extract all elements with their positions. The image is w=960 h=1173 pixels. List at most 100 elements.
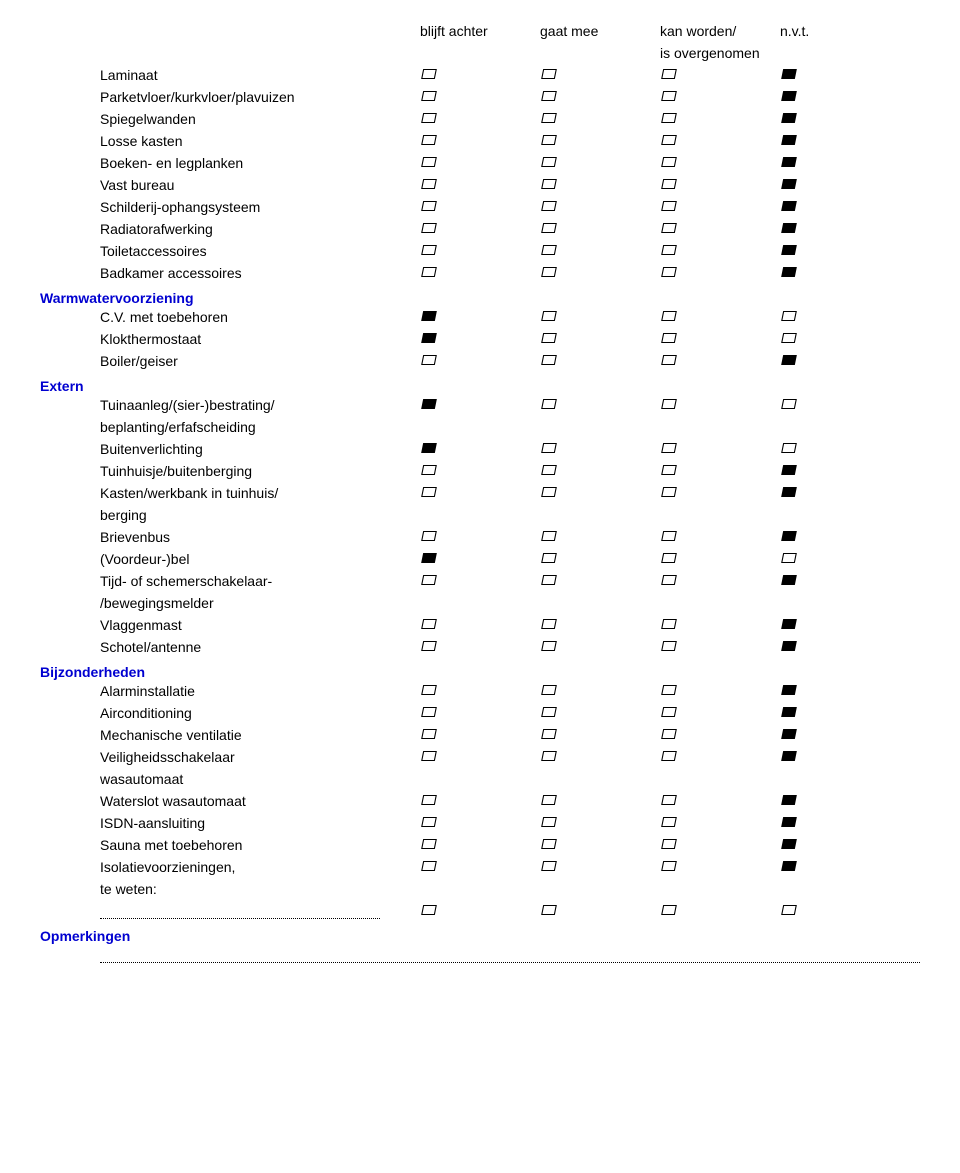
checkbox-cell[interactable] [540,859,660,876]
checkbox-cell[interactable] [660,859,780,876]
checkbox-cell[interactable] [660,441,780,458]
checkbox-cell[interactable] [780,463,900,480]
checkbox-cell[interactable] [660,265,780,282]
checkbox-cell[interactable] [780,639,900,656]
checkbox-cell[interactable] [780,617,900,634]
checkbox-cell[interactable] [540,815,660,832]
checkbox-cell[interactable] [420,551,540,568]
checkbox-cell[interactable] [420,837,540,854]
checkbox-cell[interactable] [660,221,780,238]
checkbox-cell[interactable] [420,749,540,766]
checkbox-cell[interactable] [540,617,660,634]
checkbox-cell[interactable] [780,221,900,238]
checkbox-cell[interactable] [540,529,660,546]
checkbox-cell[interactable] [420,133,540,150]
checkbox-cell[interactable] [540,265,660,282]
checkbox-cell[interactable] [420,485,540,502]
checkbox-cell[interactable] [780,89,900,106]
checkbox-cell[interactable] [540,441,660,458]
checkbox-cell[interactable] [540,177,660,194]
checkbox-cell[interactable] [420,397,540,414]
checkbox-cell[interactable] [540,463,660,480]
checkbox-cell[interactable] [420,309,540,326]
checkbox-cell[interactable] [780,111,900,128]
checkbox-cell[interactable] [420,243,540,260]
checkbox-cell[interactable] [540,155,660,172]
checkbox-cell[interactable] [540,727,660,744]
checkbox-cell[interactable] [420,727,540,744]
checkbox-cell[interactable] [660,199,780,216]
checkbox-cell[interactable] [780,177,900,194]
checkbox-cell[interactable] [780,331,900,348]
checkbox-cell[interactable] [780,903,900,920]
checkbox-cell[interactable] [420,529,540,546]
checkbox-cell[interactable] [660,243,780,260]
checkbox-cell[interactable] [540,133,660,150]
checkbox-cell[interactable] [420,199,540,216]
checkbox-cell[interactable] [420,815,540,832]
checkbox-cell[interactable] [420,89,540,106]
checkbox-cell[interactable] [660,837,780,854]
checkbox-cell[interactable] [780,727,900,744]
checkbox-cell[interactable] [660,903,780,920]
checkbox-cell[interactable] [540,67,660,84]
checkbox-cell[interactable] [780,529,900,546]
checkbox-cell[interactable] [660,705,780,722]
checkbox-cell[interactable] [780,551,900,568]
checkbox-cell[interactable] [780,573,900,590]
checkbox-cell[interactable] [660,67,780,84]
checkbox-cell[interactable] [780,243,900,260]
checkbox-cell[interactable] [420,683,540,700]
checkbox-cell[interactable] [660,485,780,502]
checkbox-cell[interactable] [420,155,540,172]
checkbox-cell[interactable] [540,243,660,260]
checkbox-cell[interactable] [540,573,660,590]
checkbox-cell[interactable] [660,573,780,590]
checkbox-cell[interactable] [780,441,900,458]
checkbox-cell[interactable] [660,463,780,480]
checkbox-cell[interactable] [780,485,900,502]
checkbox-cell[interactable] [660,793,780,810]
checkbox-cell[interactable] [780,749,900,766]
checkbox-cell[interactable] [540,705,660,722]
checkbox-cell[interactable] [420,639,540,656]
checkbox-cell[interactable] [660,551,780,568]
checkbox-cell[interactable] [420,353,540,370]
checkbox-cell[interactable] [780,265,900,282]
checkbox-cell[interactable] [540,749,660,766]
checkbox-cell[interactable] [660,529,780,546]
checkbox-cell[interactable] [660,397,780,414]
checkbox-cell[interactable] [420,441,540,458]
checkbox-cell[interactable] [660,815,780,832]
checkbox-cell[interactable] [660,683,780,700]
checkbox-cell[interactable] [780,837,900,854]
checkbox-cell[interactable] [540,903,660,920]
checkbox-cell[interactable] [780,133,900,150]
checkbox-cell[interactable] [660,133,780,150]
checkbox-cell[interactable] [420,177,540,194]
checkbox-cell[interactable] [660,617,780,634]
checkbox-cell[interactable] [420,463,540,480]
checkbox-cell[interactable] [540,837,660,854]
checkbox-cell[interactable] [420,111,540,128]
checkbox-cell[interactable] [780,705,900,722]
checkbox-cell[interactable] [540,397,660,414]
checkbox-cell[interactable] [780,793,900,810]
checkbox-cell[interactable] [780,397,900,414]
checkbox-cell[interactable] [660,639,780,656]
checkbox-cell[interactable] [660,111,780,128]
checkbox-cell[interactable] [540,89,660,106]
checkbox-cell[interactable] [660,331,780,348]
checkbox-cell[interactable] [420,221,540,238]
checkbox-cell[interactable] [540,221,660,238]
checkbox-cell[interactable] [420,67,540,84]
checkbox-cell[interactable] [660,749,780,766]
checkbox-cell[interactable] [540,331,660,348]
checkbox-cell[interactable] [540,353,660,370]
checkbox-cell[interactable] [420,617,540,634]
checkbox-cell[interactable] [660,89,780,106]
checkbox-cell[interactable] [540,793,660,810]
checkbox-cell[interactable] [540,111,660,128]
checkbox-cell[interactable] [420,331,540,348]
checkbox-cell[interactable] [780,683,900,700]
